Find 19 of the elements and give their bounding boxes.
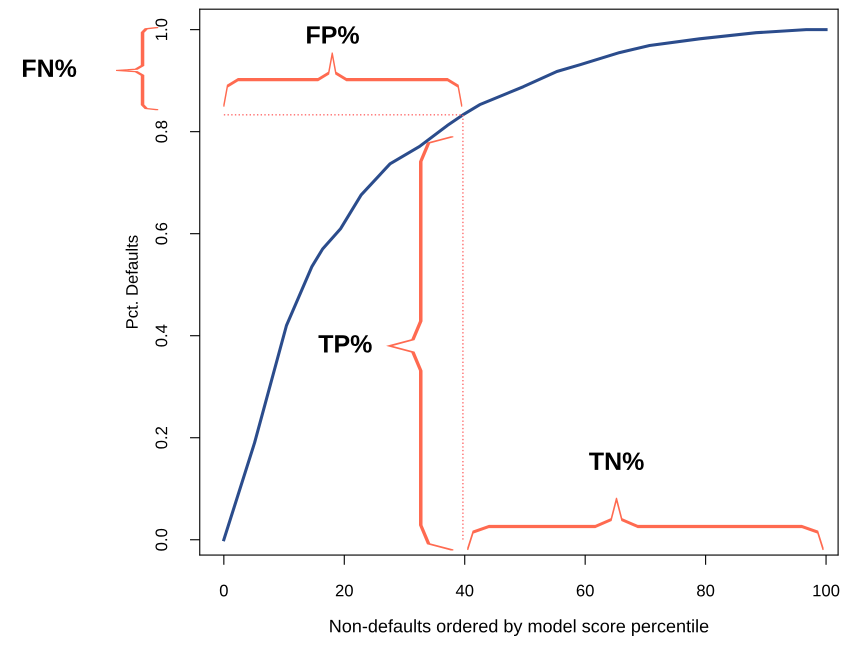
y-tick-label: 0.8 (155, 120, 168, 143)
annotation: TP% (318, 335, 372, 353)
line-series (222, 28, 828, 542)
x-tick-label: 20 (336, 584, 353, 596)
y-tick-label: 0.0 (155, 528, 168, 551)
y-axis-title: Pct. Defaults (126, 236, 138, 328)
y-tick-label: 0.4 (155, 324, 168, 347)
x-axis-title: Non-defaults ordered by model score percentile (330, 619, 708, 636)
x-tick-label: 40 (456, 584, 474, 596)
y-tick-label: 1.0 (155, 18, 168, 40)
x-tick-label: 60 (576, 584, 594, 596)
annotation: FP% (307, 26, 359, 44)
x-tick-label: 80 (697, 584, 714, 596)
x-tick-label: 100 (813, 584, 840, 596)
x-tick-label: 0 (220, 584, 228, 596)
text: FN% (22, 59, 76, 78)
annotation: TN% (589, 452, 644, 470)
y-tick-label: 0.2 (155, 426, 168, 449)
y-tick-label: 0.6 (155, 222, 168, 245)
